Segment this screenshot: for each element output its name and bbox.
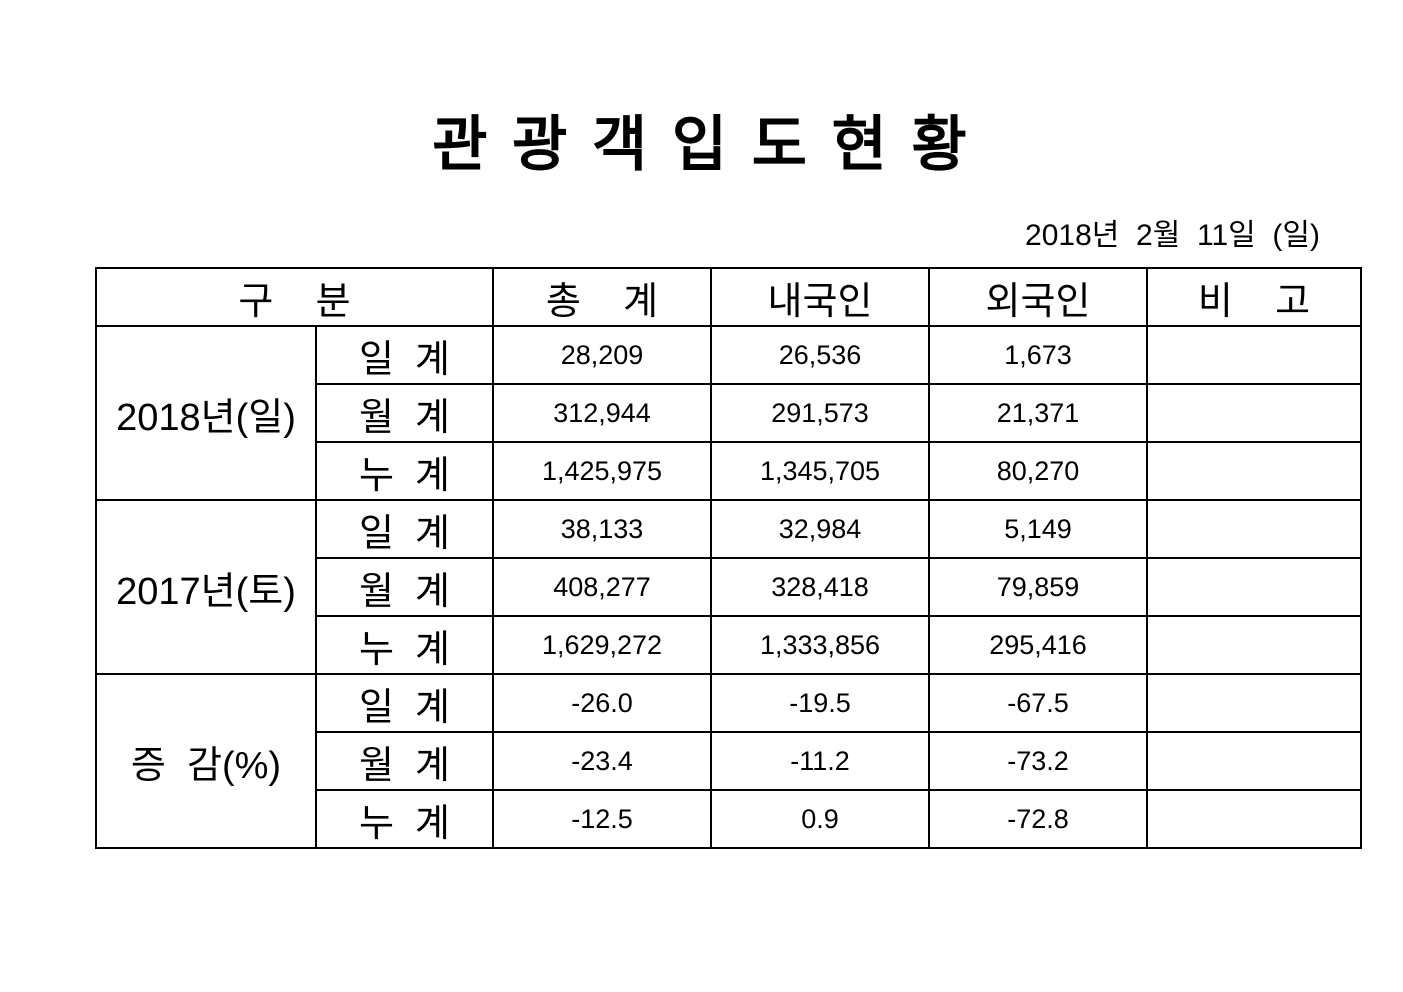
table-row: 2018년(일) 일 계 28,209 26,536 1,673: [95, 325, 1362, 501]
cell-total: -26.0: [492, 673, 712, 733]
cell-domestic: 32,984: [710, 499, 930, 559]
table-row: 월 계 -23.4 -11.2 -73.2: [96, 731, 1362, 791]
cell-foreign: -73.2: [928, 731, 1148, 791]
table-row: 누 계 1,629,272 1,333,856 295,416: [96, 615, 1362, 675]
table-row: 누 계 -12.5 0.9 -72.8: [96, 789, 1362, 849]
table-row: 월 계 408,277 328,418 79,859: [96, 557, 1362, 617]
cell-foreign: 5,149: [928, 499, 1148, 559]
cell-remark: [1146, 325, 1362, 385]
cell-domestic: 1,333,856: [710, 615, 930, 675]
cell-domestic: 1,345,705: [710, 441, 930, 501]
header-foreign: 외국인: [928, 267, 1148, 327]
cell-domestic: 328,418: [710, 557, 930, 617]
header-category: 구 분: [95, 267, 494, 327]
cell-domestic: -19.5: [710, 673, 930, 733]
cell-total: 408,277: [492, 557, 712, 617]
cell-total: 28,209: [492, 325, 712, 385]
cell-foreign: 1,673: [928, 325, 1148, 385]
row-label-cumulative: 누 계: [315, 615, 494, 675]
group-label-2017: 2017년(토): [95, 499, 317, 675]
cell-remark: [1146, 731, 1362, 791]
cell-foreign: 80,270: [928, 441, 1148, 501]
table-row: 누 계 1,425,975 1,345,705 80,270: [96, 441, 1362, 501]
page-title: 관 광 객 입 도 현 황: [432, 111, 971, 178]
cell-total: 38,133: [492, 499, 712, 559]
cell-foreign: 21,371: [928, 383, 1148, 443]
row-label-monthly: 월 계: [315, 383, 494, 443]
table-row: 2017년(토) 일 계 38,133 32,984 5,149: [95, 499, 1362, 675]
cell-foreign: 295,416: [928, 615, 1148, 675]
cell-remark: [1146, 557, 1362, 617]
cell-domestic: 26,536: [710, 325, 930, 385]
header-domestic: 내국인: [710, 267, 930, 327]
cell-total: -12.5: [492, 789, 712, 849]
cell-domestic: 291,573: [710, 383, 930, 443]
row-label-cumulative: 누 계: [315, 441, 494, 501]
cell-remark: [1146, 383, 1362, 443]
report-date: 2018년 2월 11일 (일): [1025, 219, 1320, 252]
tourist-arrival-table: 구 분 총 계 내국인 외국인 비 고 2018년(일) 일 계 28,209 …: [95, 267, 1362, 849]
row-label-daily: 일 계: [315, 325, 494, 385]
header-remarks: 비 고: [1146, 267, 1362, 327]
cell-total: -23.4: [492, 731, 712, 791]
cell-foreign: -67.5: [928, 673, 1148, 733]
cell-total: 1,629,272: [492, 615, 712, 675]
table-row: 월 계 312,944 291,573 21,371: [96, 383, 1362, 443]
table-header-row: 구 분 총 계 내국인 외국인 비 고: [95, 267, 1362, 327]
cell-remark: [1146, 499, 1362, 559]
cell-remark: [1146, 615, 1362, 675]
table-row: 증 감(%) 일 계 -26.0 -19.5 -67.5: [95, 673, 1362, 849]
cell-total: 312,944: [492, 383, 712, 443]
cell-remark: [1146, 789, 1362, 849]
cell-foreign: 79,859: [928, 557, 1148, 617]
group-label-2018: 2018년(일): [95, 325, 317, 501]
cell-total: 1,425,975: [492, 441, 712, 501]
row-label-monthly: 월 계: [315, 557, 494, 617]
cell-domestic: -11.2: [710, 731, 930, 791]
group-label-change: 증 감(%): [95, 673, 317, 849]
row-label-daily: 일 계: [315, 673, 494, 733]
header-total: 총 계: [492, 267, 712, 327]
cell-remark: [1146, 673, 1362, 733]
cell-foreign: -72.8: [928, 789, 1148, 849]
row-label-monthly: 월 계: [315, 731, 494, 791]
row-label-daily: 일 계: [315, 499, 494, 559]
cell-remark: [1146, 441, 1362, 501]
row-label-cumulative: 누 계: [315, 789, 494, 849]
cell-domestic: 0.9: [710, 789, 930, 849]
